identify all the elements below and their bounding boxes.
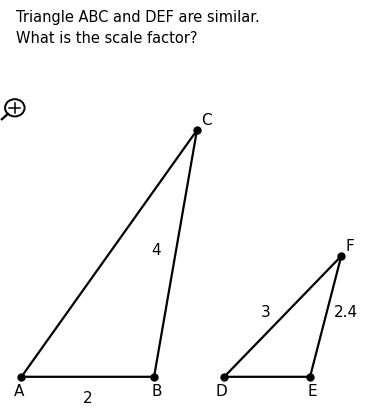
Text: 4: 4 xyxy=(151,242,161,258)
Text: F: F xyxy=(346,239,354,254)
Text: B: B xyxy=(151,385,162,399)
Text: C: C xyxy=(201,113,212,128)
Text: Triangle ABC and DEF are similar.: Triangle ABC and DEF are similar. xyxy=(16,10,259,25)
Text: 2: 2 xyxy=(83,391,92,406)
Text: 2.4: 2.4 xyxy=(333,306,358,320)
Text: D: D xyxy=(216,385,227,399)
Text: A: A xyxy=(14,385,24,399)
Text: E: E xyxy=(308,385,317,399)
Text: What is the scale factor?: What is the scale factor? xyxy=(16,31,197,46)
Text: 3: 3 xyxy=(261,306,271,320)
